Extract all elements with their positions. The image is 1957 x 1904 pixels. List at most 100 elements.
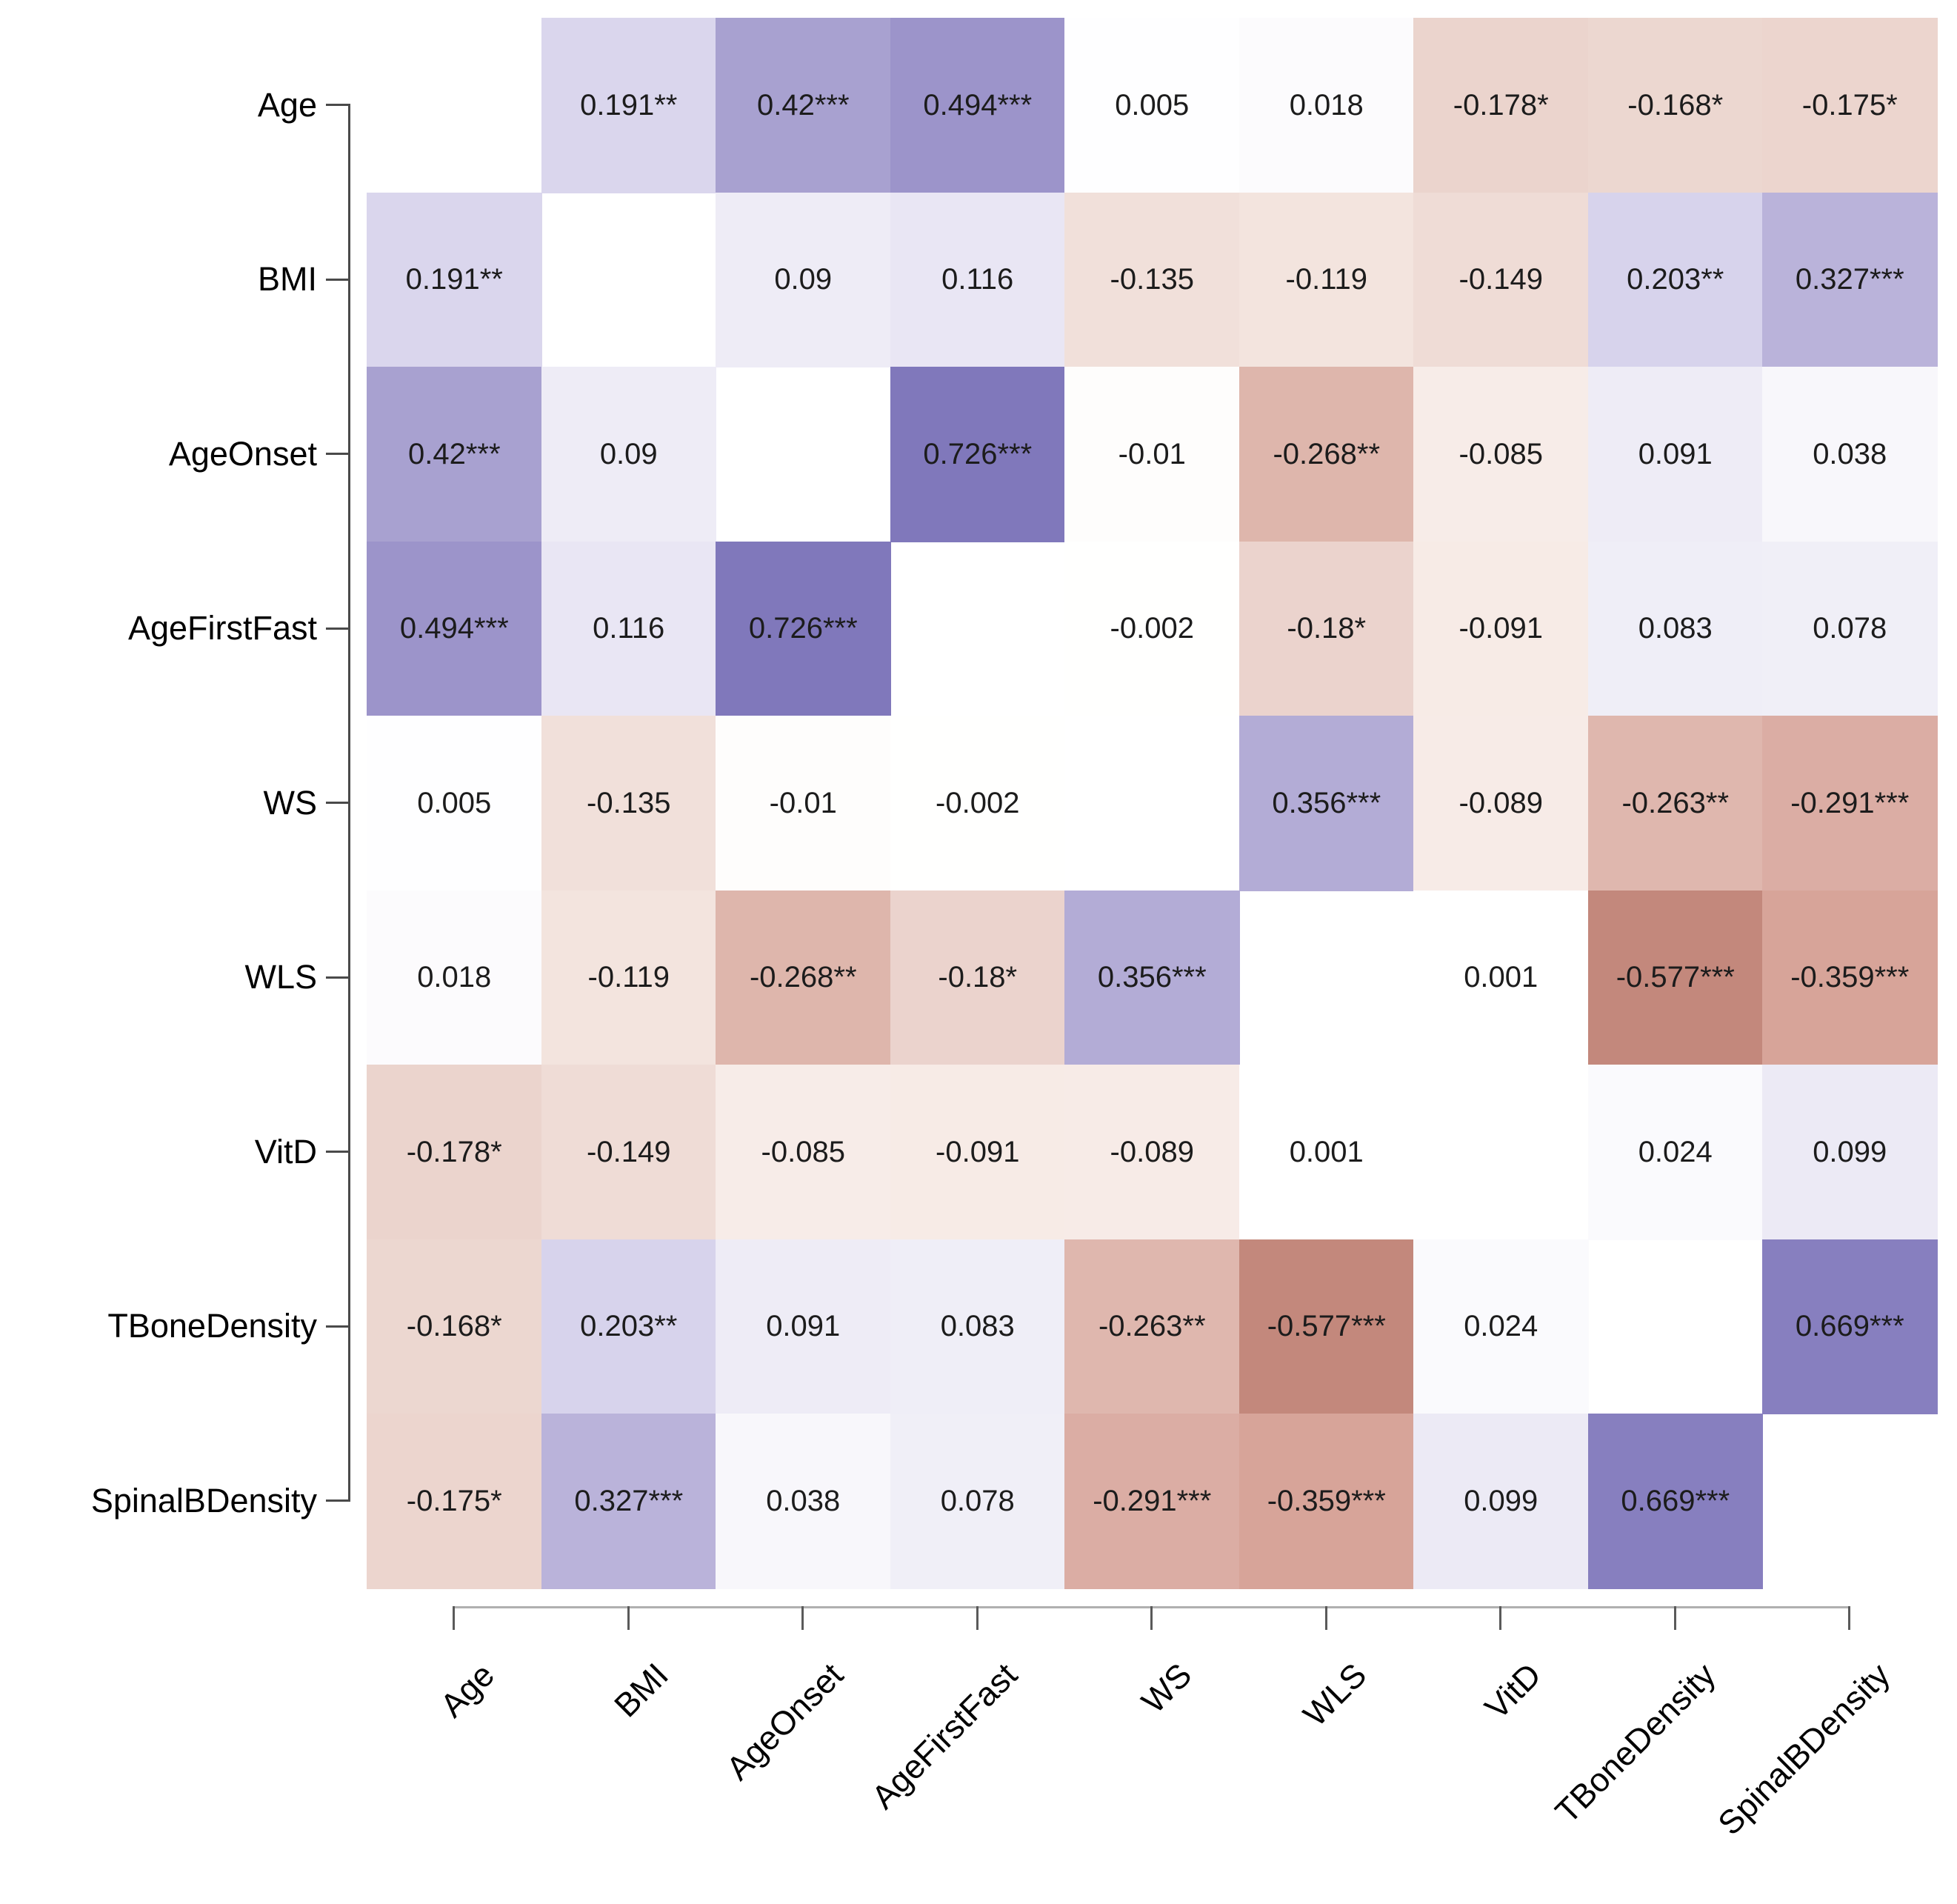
correlation-value: -0.175* — [406, 1484, 502, 1517]
correlation-value: -0.135 — [1110, 263, 1194, 296]
y-axis-tick — [326, 104, 349, 107]
correlation-value: -0.091 — [936, 1135, 1020, 1168]
correlation-value: -0.263** — [1621, 786, 1730, 819]
matrix-cell-AgeOnset-Age: 0.42*** — [367, 367, 542, 542]
matrix-cell-AgeFirstFast-WLS: -0.18* — [1238, 541, 1414, 716]
correlation-value: 0.726*** — [923, 437, 1033, 470]
correlation-value: 0.005 — [1115, 88, 1190, 122]
x-axis-tick — [627, 1606, 630, 1630]
matrix-cell-AgeOnset-BMI: 0.09 — [541, 367, 716, 542]
matrix-cell-AgeOnset-AgeFirstFast: 0.726*** — [890, 367, 1065, 542]
matrix-cell-VitD-AgeOnset: -0.085 — [716, 1065, 891, 1240]
matrix-cell-WS-WLS: 0.356*** — [1238, 716, 1414, 891]
x-axis-tick — [801, 1606, 804, 1630]
correlation-value: 0.038 — [1813, 437, 1887, 470]
matrix-cell-AgeFirstFast-TBoneDensity: 0.083 — [1587, 541, 1763, 716]
correlation-value: -0.268** — [1273, 437, 1381, 470]
correlation-value: 0.669*** — [1795, 1310, 1904, 1343]
matrix-cell-BMI-WS: -0.135 — [1064, 192, 1240, 367]
correlation-value: 0.42*** — [756, 88, 850, 122]
correlation-value: 0.116 — [941, 263, 1014, 296]
correlation-value: -0.291*** — [1093, 1484, 1212, 1517]
matrix-cell-BMI-AgeFirstFast: 0.116 — [890, 192, 1065, 367]
correlation-value: -0.149 — [587, 1135, 671, 1168]
y-axis-tick — [326, 627, 349, 630]
y-axis-tick — [326, 976, 349, 979]
correlation-value: -0.135 — [587, 786, 671, 819]
correlation-value: 0.09 — [599, 437, 658, 470]
correlation-value: -0.091 — [1458, 612, 1543, 645]
y-axis-tick — [326, 1499, 349, 1502]
correlation-value: 0.327*** — [574, 1484, 684, 1517]
x-axis-label-WLS: WLS — [1296, 1655, 1374, 1734]
matrix-cell-SpinalBDensity-VitD: 0.099 — [1413, 1414, 1589, 1589]
matrix-cell-AgeOnset-WS: -0.01 — [1064, 367, 1240, 542]
matrix-cell-TBoneDensity-AgeOnset: 0.091 — [716, 1239, 891, 1414]
matrix-cell-AgeOnset-TBoneDensity: 0.091 — [1587, 367, 1763, 542]
matrix-cell-Age-AgeOnset: 0.42*** — [716, 18, 891, 193]
matrix-cell-WS-VitD: -0.089 — [1413, 716, 1589, 891]
correlation-value: -0.359*** — [1790, 961, 1910, 994]
correlation-value: -0.263** — [1098, 1310, 1206, 1343]
matrix-cell-AgeOnset-WLS: -0.268** — [1238, 367, 1414, 542]
correlation-value: 0.001 — [1289, 1135, 1364, 1168]
matrix-cell-VitD-SpinalBDensity: 0.099 — [1762, 1065, 1938, 1240]
matrix-cell-SpinalBDensity-WLS: -0.359*** — [1238, 1414, 1414, 1589]
correlation-value: -0.268** — [749, 961, 857, 994]
matrix-cell-Age-AgeFirstFast: 0.494*** — [890, 18, 1065, 193]
matrix-cell-VitD-Age: -0.178* — [367, 1065, 542, 1240]
correlation-value: -0.18* — [1287, 612, 1367, 645]
y-axis-label-VitD: VitD — [254, 1132, 317, 1171]
y-axis-label-TBoneDensity: TBoneDensity — [107, 1307, 317, 1345]
matrix-cell-Age-TBoneDensity: -0.168* — [1587, 18, 1763, 193]
correlation-value: -0.149 — [1458, 263, 1543, 296]
x-axis-label-WS: WS — [1134, 1655, 1199, 1721]
matrix-cell-AgeFirstFast-BMI: 0.116 — [541, 541, 716, 716]
matrix-cell-TBoneDensity-VitD: 0.024 — [1413, 1239, 1589, 1414]
correlation-value: 0.078 — [940, 1484, 1015, 1517]
matrix-cell-TBoneDensity-SpinalBDensity: 0.669*** — [1762, 1239, 1938, 1414]
matrix-cell-SpinalBDensity-TBoneDensity: 0.669*** — [1587, 1414, 1763, 1589]
y-axis-label-BMI: BMI — [257, 260, 317, 299]
correlation-value: 0.42*** — [407, 437, 501, 470]
correlation-value: -0.168* — [1627, 88, 1724, 122]
y-axis-label-WS: WS — [263, 783, 318, 822]
correlation-value: 0.191** — [580, 88, 678, 122]
x-axis-tick — [1848, 1606, 1851, 1630]
matrix-cell-SpinalBDensity-AgeFirstFast: 0.078 — [890, 1414, 1065, 1589]
correlation-value: -0.175* — [1801, 88, 1898, 122]
matrix-cell-VitD-AgeFirstFast: -0.091 — [890, 1065, 1065, 1240]
matrix-cell-SpinalBDensity-AgeOnset: 0.038 — [716, 1414, 891, 1589]
correlation-value: 0.099 — [1464, 1484, 1538, 1517]
matrix-cell-VitD-WS: -0.089 — [1064, 1065, 1240, 1240]
y-axis-label-Age: Age — [257, 85, 317, 124]
x-axis-label-BMI: BMI — [607, 1655, 676, 1725]
matrix-cell-WLS-VitD: 0.001 — [1413, 890, 1589, 1065]
correlation-value: 0.203** — [1627, 263, 1724, 296]
matrix-cell-Age-BMI: 0.191** — [541, 18, 716, 193]
y-axis-tick — [326, 1151, 349, 1154]
matrix-cell-Age-WS: 0.005 — [1064, 18, 1240, 193]
correlation-value: 0.494*** — [399, 612, 509, 645]
matrix-cell-TBoneDensity-WLS: -0.577*** — [1238, 1239, 1414, 1414]
correlation-value: 0.669*** — [1621, 1484, 1730, 1517]
correlation-value: -0.119 — [1285, 263, 1367, 296]
matrix-cell-AgeFirstFast-Age: 0.494*** — [367, 541, 542, 716]
matrix-cell-BMI-VitD: -0.149 — [1413, 192, 1589, 367]
correlation-value: 0.024 — [1464, 1310, 1538, 1343]
matrix-cell-AgeFirstFast-VitD: -0.091 — [1413, 541, 1589, 716]
matrix-cell-Age-VitD: -0.178* — [1413, 18, 1589, 193]
matrix-cell-BMI-TBoneDensity: 0.203** — [1587, 192, 1763, 367]
correlation-value: 0.356*** — [1097, 961, 1207, 994]
matrix-cell-WLS-SpinalBDensity: -0.359*** — [1762, 890, 1938, 1065]
matrix-cell-Age-WLS: 0.018 — [1238, 18, 1414, 193]
matrix-cell-WLS-AgeOnset: -0.268** — [716, 890, 891, 1065]
matrix-cell-AgeFirstFast-WS: -0.002 — [1064, 541, 1240, 716]
correlation-value: -0.002 — [936, 786, 1020, 819]
correlation-value: 0.038 — [766, 1484, 841, 1517]
correlation-value: 0.091 — [766, 1310, 841, 1343]
matrix-cell-TBoneDensity-BMI: 0.203** — [541, 1239, 716, 1414]
correlation-value: 0.078 — [1813, 612, 1887, 645]
matrix-cell-VitD-TBoneDensity: 0.024 — [1587, 1065, 1763, 1240]
